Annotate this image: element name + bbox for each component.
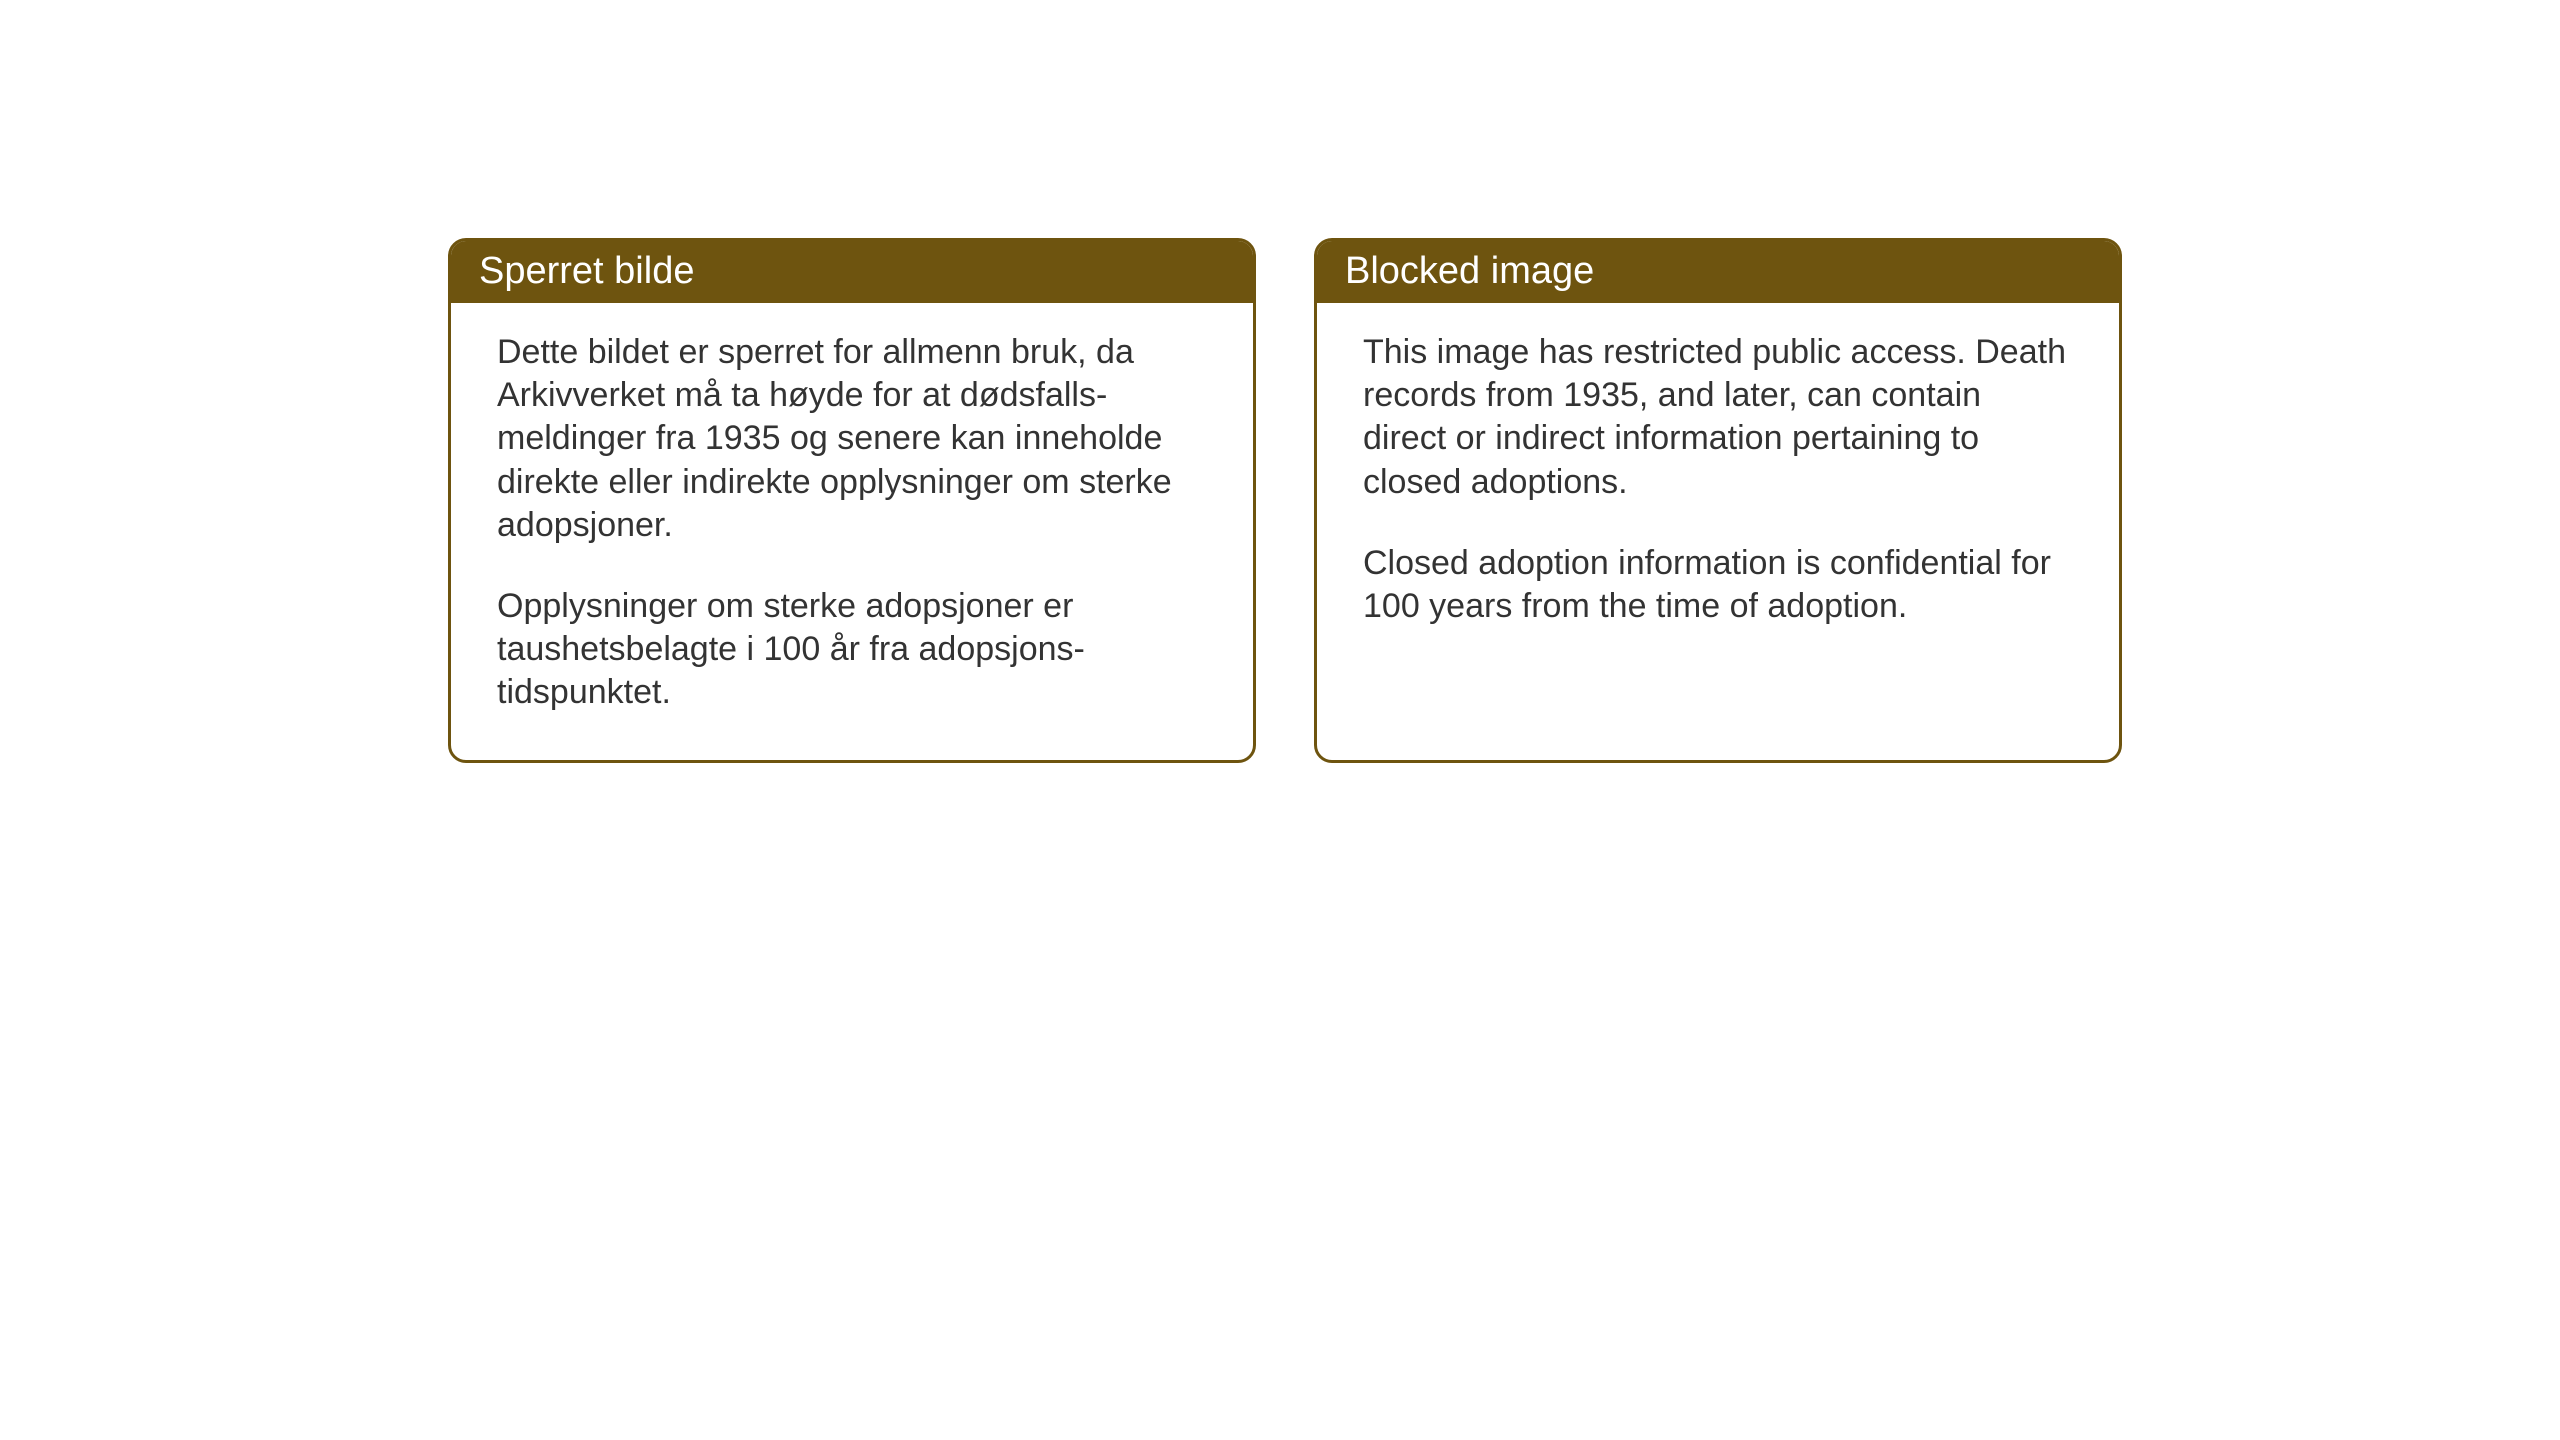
notice-card-english: Blocked image This image has restricted … xyxy=(1314,238,2122,763)
notice-paragraph: Dette bildet er sperret for allmenn bruk… xyxy=(497,331,1207,547)
notice-paragraph: Closed adoption information is confident… xyxy=(1363,542,2073,628)
notice-header-norwegian: Sperret bilde xyxy=(451,241,1253,303)
notice-paragraph: This image has restricted public access.… xyxy=(1363,331,2073,504)
notice-header-english: Blocked image xyxy=(1317,241,2119,303)
notice-body-norwegian: Dette bildet er sperret for allmenn bruk… xyxy=(451,303,1253,760)
notice-body-english: This image has restricted public access.… xyxy=(1317,303,2119,674)
notice-container: Sperret bilde Dette bildet er sperret fo… xyxy=(448,238,2122,763)
notice-paragraph: Opplysninger om sterke adopsjoner er tau… xyxy=(497,585,1207,715)
notice-card-norwegian: Sperret bilde Dette bildet er sperret fo… xyxy=(448,238,1256,763)
